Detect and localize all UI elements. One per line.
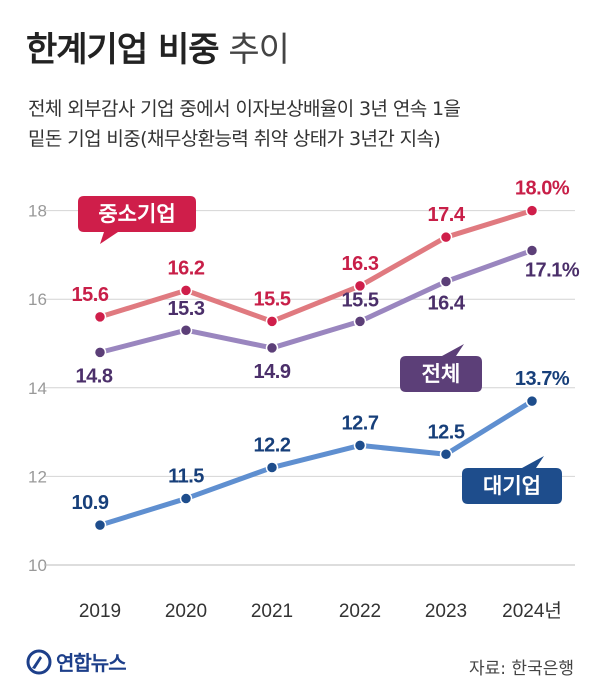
- y-tick-label: 14: [28, 379, 47, 398]
- data-label: 14.8: [76, 365, 113, 387]
- data-point: [353, 315, 367, 328]
- series-tag-label: 전체: [422, 363, 461, 386]
- data-point: [93, 346, 107, 359]
- y-tick-label: 16: [28, 290, 47, 309]
- data-label: 12.7: [342, 412, 379, 434]
- data-label: 11.5: [168, 466, 204, 488]
- data-label: 12.5: [428, 421, 465, 443]
- line-chart: 10 12 14 16 18 2019 2020 2021 2022 2023 2024년 15.6 1…: [28, 178, 580, 622]
- data-point: [93, 310, 107, 324]
- data-point: [525, 244, 539, 257]
- data-point: [525, 204, 539, 217]
- x-tick-label: 2021: [251, 601, 293, 622]
- data-point: [353, 439, 367, 452]
- data-label: 15.3: [168, 298, 205, 320]
- source-note: 자료: 한국은행: [469, 659, 574, 679]
- data-label: 16.4: [428, 292, 466, 314]
- x-tick-label: 2024년: [502, 600, 562, 622]
- series-tag-box: [400, 344, 482, 392]
- series-tag-1: 전체: [400, 344, 482, 392]
- title-bold: 한계기업 비중: [26, 30, 220, 70]
- series-tag-0: 중소기업: [78, 196, 196, 244]
- data-label: 18.0%: [515, 178, 570, 200]
- x-tick-label: 2022: [339, 601, 381, 622]
- y-tick-label: 12: [28, 467, 47, 486]
- data-point: [353, 279, 367, 293]
- data-label: 12.2: [254, 435, 291, 457]
- series-tag-label: 대기업: [483, 475, 541, 498]
- title-light: 추이: [228, 30, 290, 70]
- data-label: 17.4: [428, 204, 466, 226]
- data-point: [439, 448, 453, 461]
- data-label: 14.9: [254, 361, 291, 383]
- series-line-1: [97, 247, 535, 355]
- subtitle-line2: 밑돈 기업 비중(채무상환능력 취약 상태가 3년간 지속): [28, 128, 441, 150]
- data-point: [93, 518, 107, 532]
- page-title: 한계기업 비중 추이: [26, 22, 290, 71]
- x-tick-label: 2019: [79, 601, 121, 622]
- series-line-2: [97, 398, 535, 528]
- subtitle: 전체 외부감사 기업 중에서 이자보상배율이 3년 연속 1을 밑돈 기업 비중…: [28, 94, 461, 154]
- data-label: 10.9: [72, 492, 109, 514]
- data-point: [439, 275, 453, 288]
- data-label: 13.7%: [515, 368, 570, 390]
- x-tick-label: 2023: [425, 601, 467, 622]
- data-label: 17.1%: [525, 259, 580, 281]
- data-label: 15.5: [254, 288, 291, 310]
- yonhap-logo: 연합뉴스: [26, 647, 127, 676]
- data-point: [179, 492, 193, 505]
- data-point: [179, 323, 193, 337]
- data-point: [439, 230, 453, 244]
- data-point: [525, 394, 539, 408]
- data-point: [179, 284, 193, 297]
- data-point: [265, 461, 279, 474]
- series-tag-2: 대기업: [462, 456, 562, 504]
- y-tick-label: 18: [28, 202, 47, 221]
- logo-text: 연합뉴스: [56, 651, 127, 675]
- series-tag-box: [78, 196, 196, 244]
- yonhap-logo-icon: [26, 649, 52, 674]
- y-tick-label: 10: [28, 556, 47, 575]
- data-point: [265, 341, 279, 355]
- series-tag-box: [462, 456, 562, 504]
- subtitle-line1: 전체 외부감사 기업 중에서 이자보상배율이 3년 연속 1을: [28, 98, 461, 120]
- data-label: 16.2: [168, 257, 205, 279]
- series-tag-label: 중소기업: [98, 203, 175, 226]
- series-line-0: [97, 208, 535, 324]
- x-tick-label: 2020: [165, 601, 207, 622]
- data-label: 16.3: [342, 253, 379, 275]
- data-label: 15.5: [342, 289, 379, 311]
- data-label: 15.6: [72, 284, 109, 306]
- data-point: [265, 315, 279, 328]
